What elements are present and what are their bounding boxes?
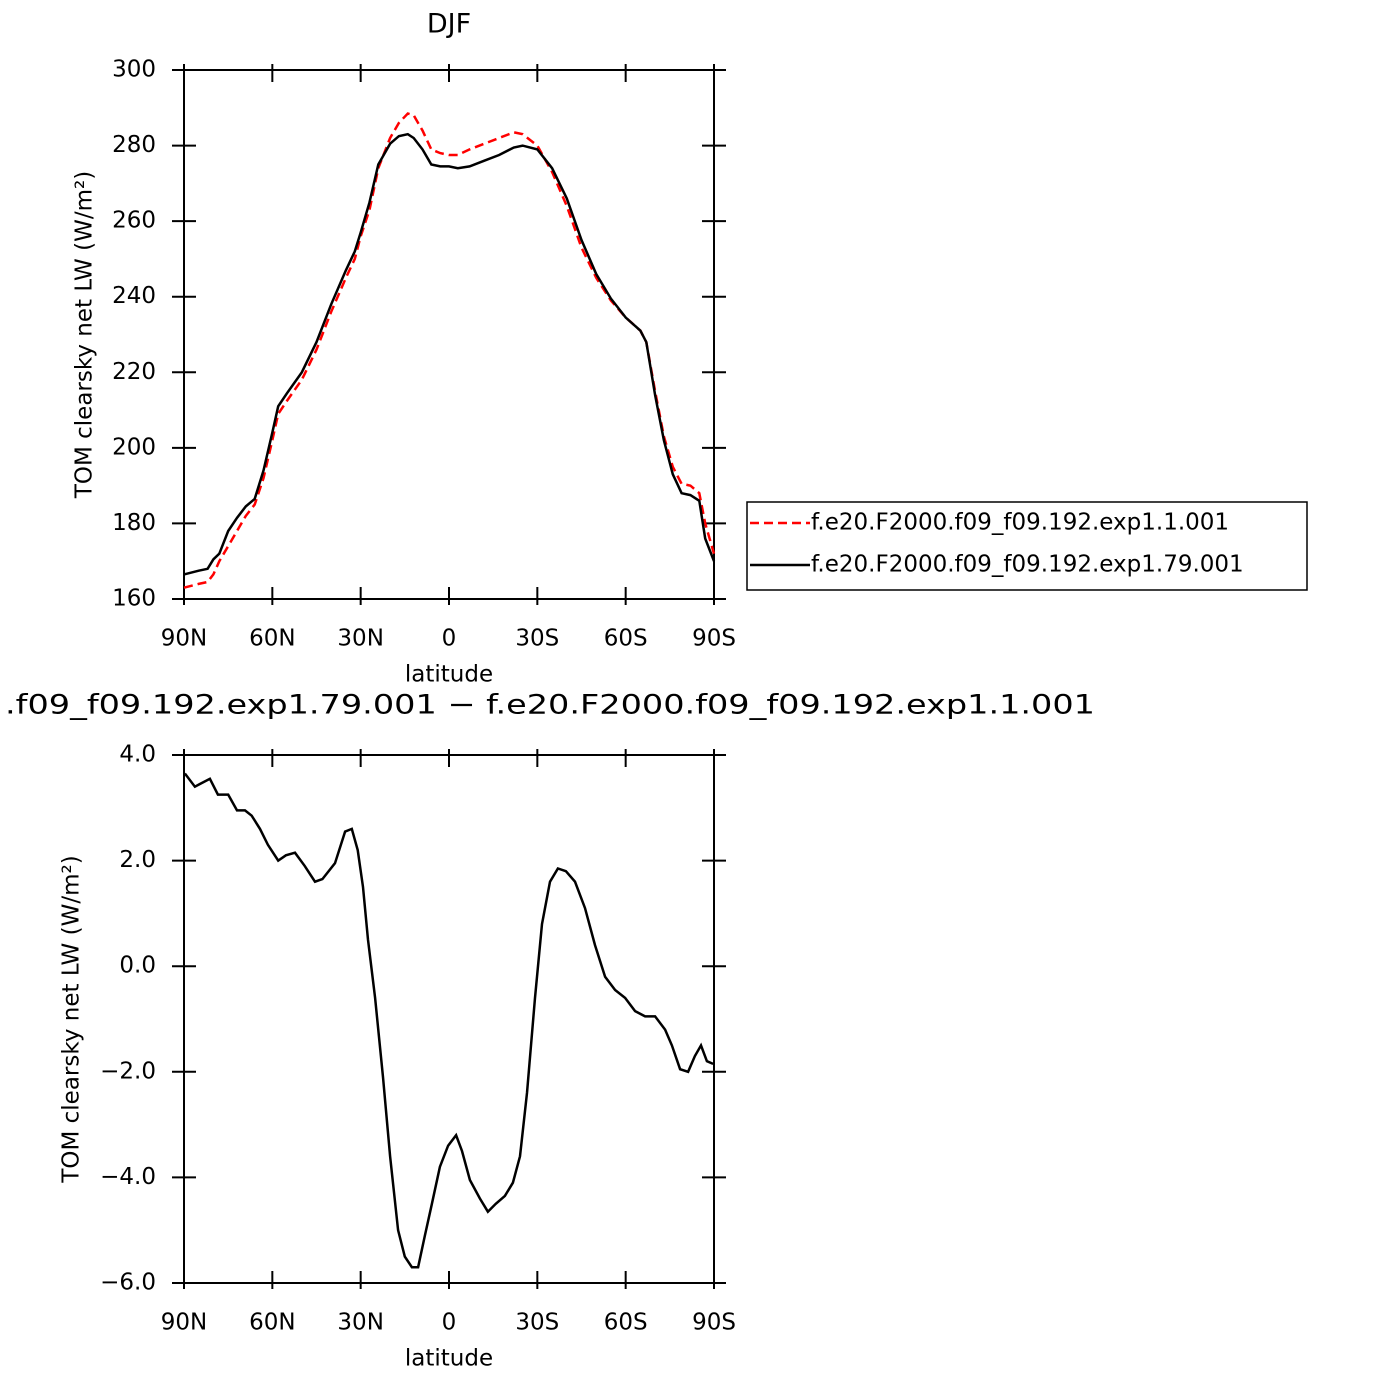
x-tick-label: 30S: [515, 626, 559, 652]
series-line: [183, 112, 716, 589]
x-axis-label: latitude: [405, 1346, 493, 1372]
y-tick-label: 160: [112, 586, 156, 612]
y-tick-label: 260: [112, 208, 156, 234]
y-axis-label: TOM clearsky net LW (W/m²): [59, 855, 85, 1183]
y-axis-label: TOM clearsky net LW (W/m²): [72, 171, 98, 499]
x-tick-label: 90N: [161, 626, 207, 652]
y-tick-label: −6.0: [100, 1270, 156, 1296]
x-axis-label: latitude: [405, 662, 493, 688]
y-tick-label: 200: [112, 434, 156, 460]
legend-box: [746, 501, 1308, 591]
x-tick-label: 30S: [515, 1310, 559, 1336]
y-tick-label: 4.0: [119, 742, 156, 768]
plot-frame: [183, 69, 715, 600]
x-tick-label: 30N: [337, 626, 383, 652]
series-line: [183, 132, 716, 576]
x-tick-label: 30N: [337, 1310, 383, 1336]
chart-title: DJF: [427, 9, 471, 40]
plot-frame: [183, 754, 715, 1284]
y-tick-label: 2.0: [119, 847, 156, 873]
series-line: [183, 772, 714, 1269]
y-tick-label: 0.0: [119, 953, 156, 979]
y-tick-label: −4.0: [100, 1164, 156, 1190]
legend-label: f.e20.F2000.f09_f09.192.exp1.79.001: [811, 552, 1244, 578]
x-tick-label: 90S: [692, 626, 736, 652]
y-tick-label: 280: [112, 132, 156, 158]
y-tick-label: 180: [112, 510, 156, 536]
x-tick-label: 0: [442, 1310, 457, 1336]
y-tick-label: 220: [112, 359, 156, 385]
x-tick-label: 60N: [249, 1310, 295, 1336]
x-tick-label: 60N: [249, 626, 295, 652]
x-tick-label: 90S: [692, 1310, 736, 1336]
x-tick-label: 90N: [161, 1310, 207, 1336]
y-tick-label: 240: [112, 283, 156, 309]
chart-title: .f09_f09.192.exp1.79.001 − f.e20.F2000.f…: [5, 690, 1095, 721]
x-tick-label: 60S: [604, 1310, 648, 1336]
x-tick-label: 60S: [604, 626, 648, 652]
y-tick-label: 300: [112, 57, 156, 83]
y-tick-label: −2.0: [100, 1058, 156, 1084]
x-tick-label: 0: [442, 626, 457, 652]
legend-label: f.e20.F2000.f09_f09.192.exp1.1.001: [811, 510, 1229, 536]
